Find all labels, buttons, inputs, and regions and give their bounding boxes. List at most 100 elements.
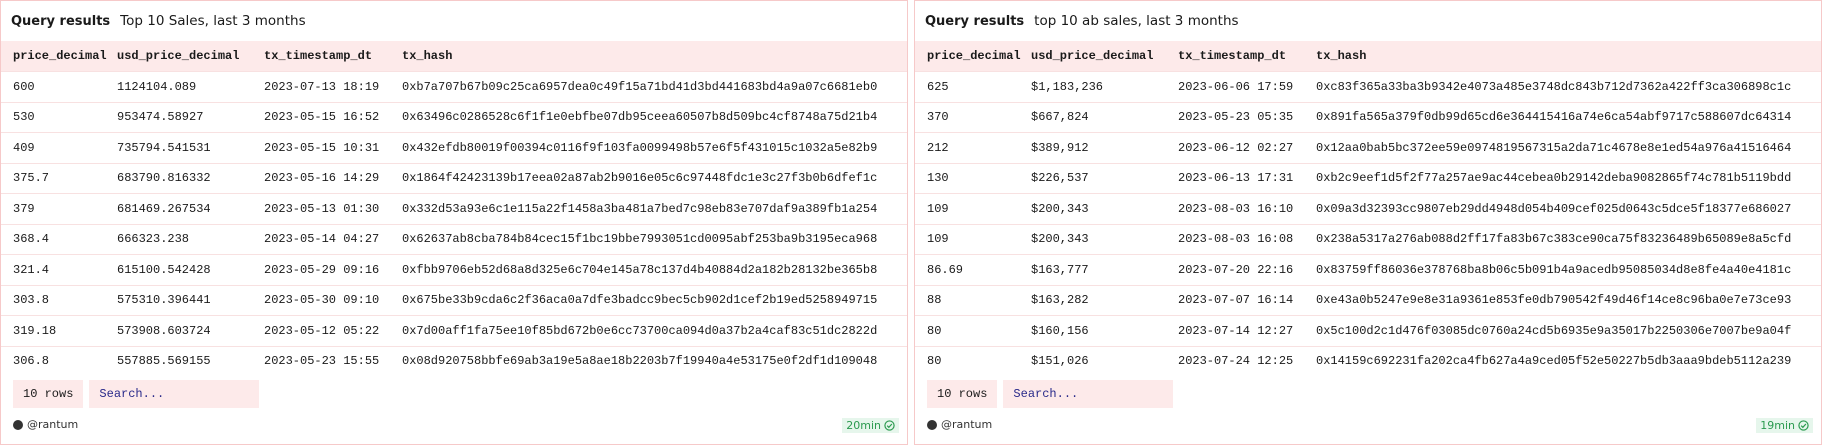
results-table: price_decimal usd_price_decimal tx_timesta… bbox=[1, 41, 907, 376]
cell: 321.4 bbox=[1, 254, 117, 285]
cell: 735794.541531 bbox=[117, 132, 264, 163]
cell: 2023-05-16 14:29 bbox=[264, 162, 402, 194]
cell: 0x891fa565a379f0db99d65cd6e364415416a74e… bbox=[1316, 101, 1821, 133]
result-row: 86.69 $163,777 2023-07-20 22:16 0x83759ff86… bbox=[915, 254, 1821, 285]
cell: 0xb2c9eef1d5f2f77a257ae9ac44cebea0b29142… bbox=[1316, 162, 1821, 194]
column-header[interactable]: price_decimal bbox=[1, 41, 117, 72]
cell: 0x08d920758bbfe69ab3a19e5a8ae18b2203b7f1… bbox=[402, 345, 907, 376]
author-name[interactable]: @rantum bbox=[27, 418, 79, 431]
cell: 683790.816332 bbox=[117, 162, 264, 194]
cell: 2023-05-30 09:10 bbox=[264, 284, 402, 316]
cell: 409 bbox=[1, 132, 117, 163]
column-header[interactable]: tx_timestamp_dt bbox=[1178, 41, 1316, 72]
cell: $200,343 bbox=[1031, 193, 1178, 224]
column-header[interactable]: tx_timestamp_dt bbox=[264, 41, 402, 72]
panel-label: Query results bbox=[925, 13, 1025, 29]
cell: 575310.396441 bbox=[117, 284, 264, 316]
refresh-badge[interactable]: 19min bbox=[1756, 418, 1813, 433]
row-count[interactable]: 10 rows bbox=[927, 380, 998, 408]
refresh-time: 20min bbox=[846, 419, 881, 432]
cell: 2023-05-14 04:27 bbox=[264, 223, 402, 255]
column-header[interactable]: tx_hash bbox=[402, 41, 907, 72]
result-row: 130 $226,537 2023-06-13 17:31 0xb2c9eef1d5f… bbox=[915, 162, 1821, 194]
avatar bbox=[927, 419, 937, 430]
cell: 2023-08-03 16:10 bbox=[1178, 193, 1316, 224]
column-header[interactable]: price_decimal bbox=[915, 41, 1031, 72]
column-header[interactable]: tx_hash bbox=[1316, 41, 1821, 72]
result-row: 303.8 575310.396441 2023-05-30 09:10 0x675b… bbox=[1, 284, 907, 316]
cell: 370 bbox=[915, 101, 1031, 133]
cell: 2023-05-29 09:16 bbox=[264, 254, 402, 285]
header-row: price_decimal usd_price_decimal tx_timesta… bbox=[915, 41, 1821, 72]
cell: 0x62637ab8cba784b84cec15f1bc19bbe7993051… bbox=[402, 223, 907, 255]
icon-circle bbox=[884, 420, 895, 431]
avatar bbox=[13, 419, 23, 430]
cell: 0x63496c0286528c6f1f1e0ebfbe07db95ceea60… bbox=[402, 101, 907, 133]
cell: 557885.569155 bbox=[117, 345, 264, 376]
cell: 2023-07-20 22:16 bbox=[1178, 254, 1316, 285]
query-title: Top 10 Sales, last 3 months bbox=[120, 13, 306, 29]
result-row: 109 $200,343 2023-08-03 16:08 0x238a5317a27… bbox=[915, 223, 1821, 255]
cell: $200,343 bbox=[1031, 223, 1178, 255]
cell: 319.18 bbox=[1, 315, 117, 346]
refresh-badge[interactable]: 20min bbox=[842, 418, 899, 433]
cell: 109 bbox=[915, 223, 1031, 255]
cell: 0xfbb9706eb52d68a8d325e6c704e145a78c137d… bbox=[402, 254, 907, 285]
cell: 80 bbox=[915, 345, 1031, 376]
table-footer: 10 rows Search... bbox=[13, 380, 260, 408]
cell: 0xc83f365a33ba3b9342e4073a485e3748dc843b… bbox=[1316, 71, 1821, 102]
cell: 666323.238 bbox=[117, 223, 264, 255]
check-icon bbox=[1798, 420, 1809, 431]
column-header[interactable]: usd_price_decimal bbox=[1031, 41, 1178, 72]
cell: 0x1864f42423139b17eea02a87ab2b9016e05c6c… bbox=[402, 162, 907, 194]
icon-check bbox=[886, 423, 893, 429]
cell: 0x332d53a93e6c1e115a22f1458a3ba481a7bed7… bbox=[402, 193, 907, 224]
cell: 681469.267534 bbox=[117, 193, 264, 224]
cell: 0xe43a0b5247e9e8e31a9361e853fe0db790542f… bbox=[1316, 284, 1821, 316]
results-table: price_decimal usd_price_decimal tx_timesta… bbox=[915, 41, 1821, 376]
result-row: 212 $389,912 2023-06-12 02:27 0x12aa0bab5bc… bbox=[915, 132, 1821, 163]
cell: 2023-06-06 17:59 bbox=[1178, 71, 1316, 102]
cell: 0x5c100d2c1d476f03085dc0760a24cd5b6935e9… bbox=[1316, 315, 1821, 346]
icon-check bbox=[1800, 423, 1807, 429]
cell: 2023-07-24 12:25 bbox=[1178, 345, 1316, 376]
cell: 379 bbox=[1, 193, 117, 224]
column-header[interactable]: usd_price_decimal bbox=[117, 41, 264, 72]
search-input[interactable]: Search... bbox=[1003, 380, 1174, 408]
search-input[interactable]: Search... bbox=[89, 380, 260, 408]
cell: 303.8 bbox=[1, 284, 117, 316]
cell: 0x238a5317a276ab088d2ff17fa83b67c383ce90… bbox=[1316, 223, 1821, 255]
cell: 2023-05-15 16:52 bbox=[264, 101, 402, 133]
cell: $389,912 bbox=[1031, 132, 1178, 163]
table-head: price_decimal usd_price_decimal tx_timesta… bbox=[1, 41, 907, 72]
cell: 2023-07-13 18:19 bbox=[264, 71, 402, 102]
cell: 0x675be33b9cda6c2f36aca0a7dfe3badcc9bec5… bbox=[402, 284, 907, 316]
cell: 368.4 bbox=[1, 223, 117, 255]
cell: 2023-07-14 12:27 bbox=[1178, 315, 1316, 346]
result-row: 379 681469.267534 2023-05-13 01:30 0x332d53… bbox=[1, 193, 907, 224]
result-row: 368.4 666323.238 2023-05-14 04:27 0x62637ab… bbox=[1, 223, 907, 255]
cell: 1124104.089 bbox=[117, 71, 264, 102]
cell: 600 bbox=[1, 71, 117, 102]
cell: 953474.58927 bbox=[117, 101, 264, 133]
query-title: top 10 ab sales, last 3 months bbox=[1034, 13, 1239, 29]
result-row: 600 1124104.089 2023-07-13 18:19 0xb7a707b6… bbox=[1, 71, 907, 102]
query-panel: Query results top 10 ab sales, last 3 mon… bbox=[914, 0, 1822, 445]
result-row: 306.8 557885.569155 2023-05-23 15:55 0x08d9… bbox=[1, 345, 907, 376]
cell: 212 bbox=[915, 132, 1031, 163]
result-row: 80 $160,156 2023-07-14 12:27 0x5c100d2c1d47… bbox=[915, 315, 1821, 346]
check-icon bbox=[884, 420, 895, 431]
result-row: 530 953474.58927 2023-05-15 16:52 0x63496c0… bbox=[1, 101, 907, 133]
result-row: 370 $667,824 2023-05-23 05:35 0x891fa565a37… bbox=[915, 101, 1821, 133]
result-row: 319.18 573908.603724 2023-05-12 05:22 0x7d0… bbox=[1, 315, 907, 346]
query-panel: Query results Top 10 Sales, last 3 months… bbox=[0, 0, 908, 445]
row-count[interactable]: 10 rows bbox=[13, 380, 84, 408]
cell: 2023-05-23 15:55 bbox=[264, 345, 402, 376]
result-row: 321.4 615100.542428 2023-05-29 09:16 0xfbb9… bbox=[1, 254, 907, 285]
cell: 0xb7a707b67b09c25ca6957dea0c49f15a71bd41… bbox=[402, 71, 907, 102]
table-body: 625 $1,183,236 2023-06-06 17:59 0xc83f365a3… bbox=[915, 71, 1821, 376]
result-row: 625 $1,183,236 2023-06-06 17:59 0xc83f365a3… bbox=[915, 71, 1821, 102]
cell: $163,282 bbox=[1031, 284, 1178, 316]
author-name[interactable]: @rantum bbox=[941, 418, 993, 431]
cell: 86.69 bbox=[915, 254, 1031, 285]
